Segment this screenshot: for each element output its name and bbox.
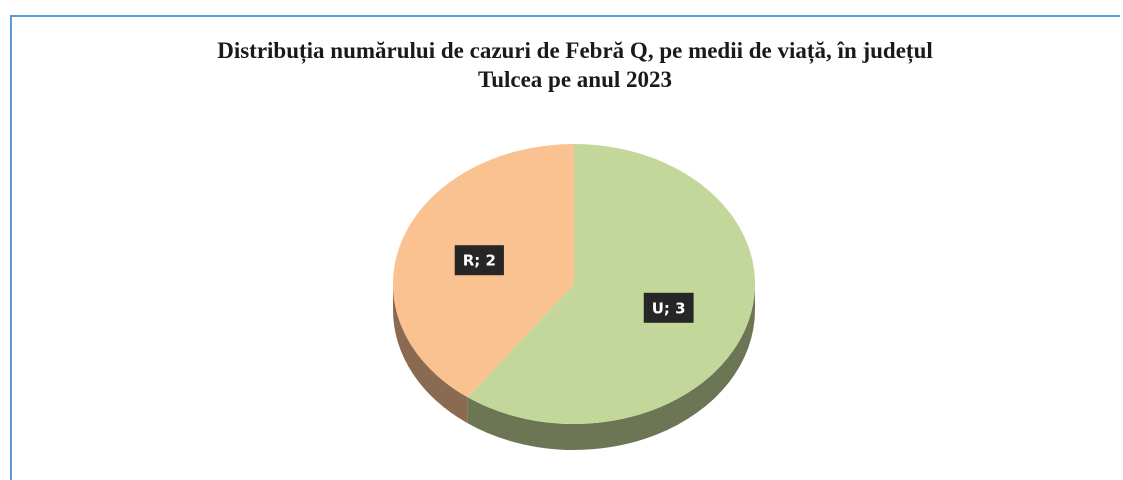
slice (467, 144, 756, 424)
data-label-text: R; 2 (463, 252, 496, 270)
chart-title: Distribuția numărului de cazuri de Febră… (217, 38, 933, 92)
data-label-box (643, 292, 694, 323)
data-label-box (454, 245, 504, 276)
slice-side (467, 284, 755, 451)
data-label: U; 3 (643, 292, 694, 323)
data-label-text: U; 3 (652, 299, 686, 317)
chart-frame (10, 15, 1120, 480)
slice-side (393, 284, 468, 424)
data-label: R; 2 (454, 245, 504, 276)
